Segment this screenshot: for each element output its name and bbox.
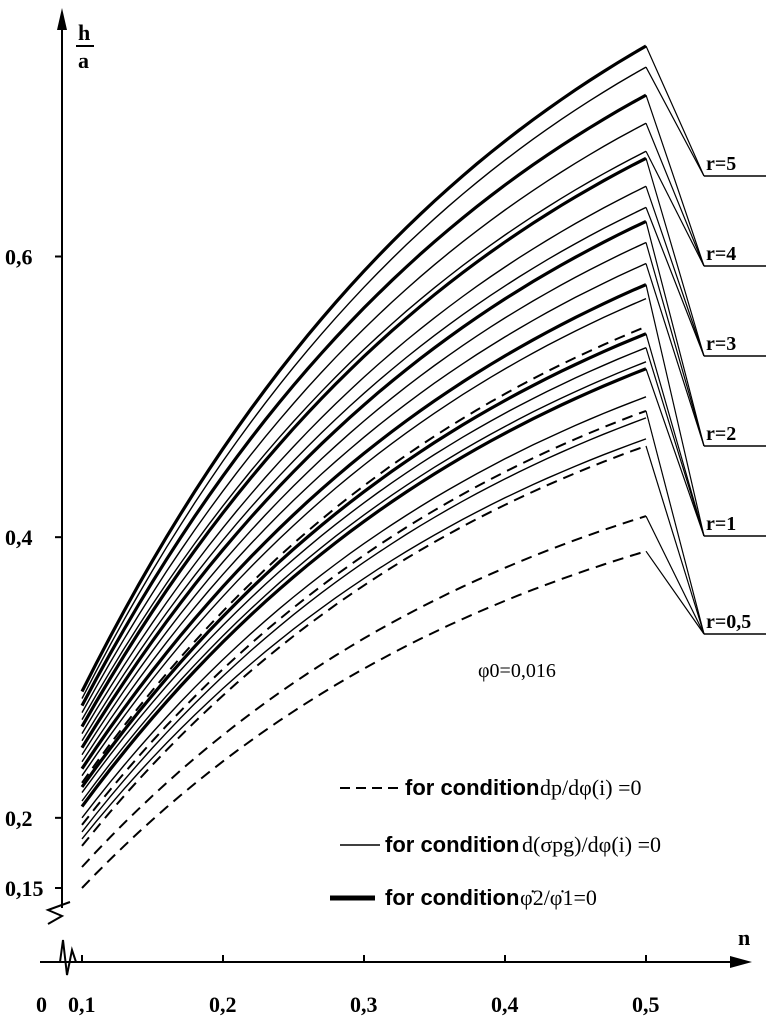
- r-label-leaders: [645, 45, 705, 635]
- phi0-annotation: φ0=0,016: [478, 660, 556, 682]
- x-tick-label: 0,4: [491, 992, 519, 1017]
- series-thick-line: [80, 332, 647, 788]
- r-label: r=1: [706, 513, 736, 535]
- r-label: r=0,5: [706, 611, 751, 633]
- r-leader-line: [645, 242, 705, 447]
- series-thin-line: [81, 122, 647, 713]
- y-axis-arrow: [57, 8, 67, 30]
- r-leader-line: [645, 66, 705, 177]
- r-leader-line: [645, 333, 705, 537]
- y-axis-label-numerator: h: [78, 20, 90, 45]
- series-thick-line: [80, 44, 647, 693]
- legend-thin-prefix: for condition: [385, 832, 519, 857]
- y-tick-label: 0,15: [5, 876, 44, 901]
- series-thin-line: [81, 417, 647, 833]
- axes: h a n 0: [36, 8, 752, 1017]
- legend-thick-formula: φ̇2/φ̇1=0: [520, 885, 597, 910]
- series-thick-line: [80, 283, 647, 770]
- r-label: r=4: [706, 243, 736, 265]
- series-lines: [80, 44, 647, 889]
- series-thin-line: [81, 438, 647, 840]
- x-tick-label: 0,5: [632, 992, 660, 1017]
- legend-dashed-formula: dp/dφ(i) =0: [540, 775, 641, 800]
- x-tick-label: 0,1: [68, 992, 96, 1017]
- r-leader-line: [645, 122, 705, 267]
- x-tick-label: 0,2: [209, 992, 237, 1017]
- r-label: r=3: [706, 333, 736, 355]
- r-leader-line: [645, 263, 705, 447]
- x-axis-label: n: [738, 925, 750, 950]
- y-ticks: 0,15 0,2 0,4 0,6: [5, 245, 62, 901]
- y-tick-label: 0,2: [5, 806, 33, 831]
- series-dashed-line: [81, 550, 647, 889]
- series-thin-line: [81, 297, 647, 777]
- series-thin-line: [81, 241, 647, 756]
- x-ticks: 0,1 0,2 0,3 0,4 0,5: [68, 955, 660, 1017]
- r-leader-line: [645, 158, 705, 357]
- r-leader-line: [645, 368, 705, 537]
- r-leader-line: [645, 150, 705, 267]
- legend-thick-prefix: for condition: [385, 885, 519, 910]
- x-axis-arrow: [730, 956, 752, 968]
- r-leader-line: [645, 186, 705, 357]
- r-leader-line: [645, 347, 705, 537]
- series-thick-line: [80, 156, 647, 728]
- origin-label: 0: [36, 992, 47, 1017]
- series-thin-line: [81, 347, 647, 794]
- r-leader-line: [645, 410, 705, 635]
- y-axis-break: [45, 901, 71, 925]
- legend-thin-formula: d(σpg)/dφ(i) =0: [522, 832, 661, 857]
- r-leader-line: [645, 515, 705, 635]
- series-thin-line: [81, 396, 647, 819]
- series-thin-line: [81, 206, 647, 742]
- legend-dashed-prefix: for condition: [405, 775, 539, 800]
- series-thick-line: [80, 367, 647, 808]
- y-tick-label: 0,6: [5, 245, 33, 270]
- series-dashed-line: [81, 409, 647, 826]
- r-leader-line: [645, 445, 705, 635]
- r-leader-line: [645, 94, 705, 267]
- legend: for condition dp/dφ(i) =0 for condition …: [330, 775, 661, 910]
- series-thick-line: [80, 219, 647, 749]
- r-leader-line: [645, 207, 705, 357]
- r-labels: r=5 r=4 r=3 r=2 r=1 r=0,5: [704, 153, 766, 635]
- y-tick-label: 0,4: [5, 525, 33, 550]
- series-thin-line: [81, 185, 647, 734]
- x-axis-break: [59, 939, 77, 976]
- series-thin-line: [81, 66, 647, 699]
- r-leader-line: [645, 45, 705, 177]
- x-tick-label: 0,3: [350, 992, 378, 1017]
- series-dashed-line: [81, 515, 647, 868]
- series-thin-line: [81, 361, 647, 802]
- r-label: r=2: [706, 423, 736, 445]
- series-thin-line: [81, 262, 647, 763]
- r-leader-line: [645, 284, 705, 537]
- series-dashed-line: [81, 325, 647, 784]
- series-thin-line: [81, 150, 647, 720]
- y-axis-label-denominator: a: [78, 48, 89, 73]
- phi0-annotation-text: φ0=0,016: [478, 660, 556, 682]
- r-label: r=5: [706, 153, 736, 175]
- r-leader-line: [645, 221, 705, 447]
- series-dashed-line: [81, 445, 647, 847]
- r-leader-line: [645, 550, 705, 635]
- series-thick-line: [80, 93, 647, 707]
